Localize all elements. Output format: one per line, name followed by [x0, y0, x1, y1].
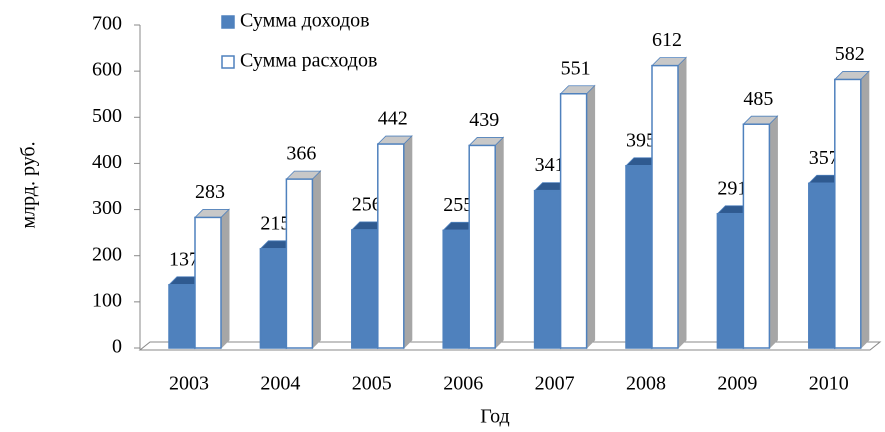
bar: [285, 178, 314, 349]
bar: [716, 212, 745, 349]
data-label: 582: [835, 43, 865, 65]
y-axis-label: млрд. руб.: [18, 141, 40, 228]
data-label: 341: [535, 154, 565, 176]
data-label: 612: [652, 29, 682, 51]
y-tick-label: 0: [112, 336, 122, 358]
bar-side: [768, 115, 778, 350]
bar: [834, 78, 862, 349]
y-tick-label: 200: [92, 243, 122, 265]
y-tick-label: 100: [92, 289, 122, 311]
bar-side: [586, 84, 596, 350]
data-label: 551: [561, 57, 591, 79]
bar: [808, 182, 836, 349]
y-tick-label: 700: [92, 13, 122, 35]
bar: [559, 93, 588, 349]
x-tick-label: 2007: [535, 373, 575, 395]
legend-swatch: [221, 55, 235, 69]
data-label: 291: [717, 177, 747, 199]
x-tick-label: 2003: [169, 373, 209, 395]
bar: [742, 123, 771, 349]
data-label: 215: [260, 212, 290, 234]
bar: [194, 216, 222, 349]
data-label: 485: [743, 88, 773, 110]
data-label: 283: [195, 181, 225, 203]
x-tick-label: 2005: [352, 373, 392, 395]
bar-side: [677, 56, 687, 350]
x-tick-label: 2004: [260, 373, 300, 395]
bar-side: [220, 208, 230, 350]
bar-side: [494, 136, 504, 350]
bar-side: [311, 169, 321, 350]
bar: [168, 284, 196, 349]
bar-side: [403, 134, 413, 350]
bar: [259, 248, 288, 349]
data-label: 255: [443, 194, 473, 216]
data-label: 442: [378, 108, 408, 130]
bar: [468, 144, 496, 349]
floor: [138, 341, 882, 351]
bar: [351, 229, 379, 349]
x-axis-label: Год: [480, 406, 509, 428]
bar: [651, 64, 679, 349]
data-label: 357: [809, 147, 839, 169]
x-tick-label: 2008: [626, 373, 666, 395]
legend-label: Сумма расходов: [240, 50, 377, 72]
bar: [625, 164, 653, 349]
y-tick-label: 600: [92, 59, 122, 81]
bar: [442, 229, 470, 349]
x-tick-label: 2009: [717, 373, 757, 395]
y-tick-label: 300: [92, 197, 122, 219]
y-tick-label: 400: [92, 151, 122, 173]
data-label: 256: [352, 193, 382, 215]
legend-swatch: [221, 15, 235, 29]
x-tick-label: 2010: [809, 373, 849, 395]
bar: [533, 189, 562, 349]
data-label: 439: [469, 109, 499, 131]
bar-side: [860, 70, 870, 350]
bar: [377, 143, 405, 349]
y-tick-label: 500: [92, 105, 122, 127]
data-label: 366: [286, 143, 316, 165]
data-label: 137: [169, 248, 199, 270]
data-label: 395: [626, 129, 656, 151]
x-tick-label: 2006: [443, 373, 483, 395]
legend-label: Сумма доходов: [240, 10, 370, 32]
